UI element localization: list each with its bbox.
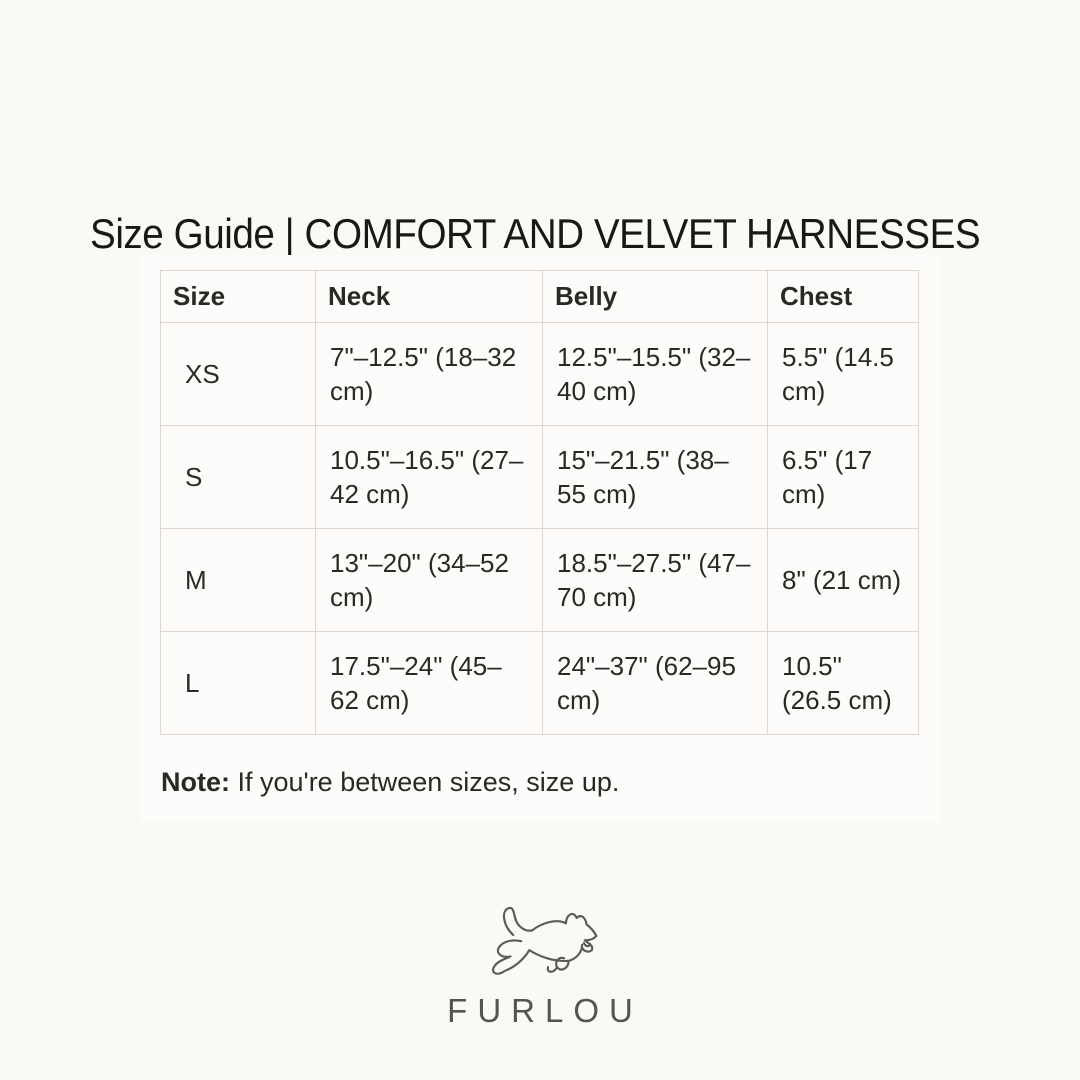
cell-size: M: [160, 528, 316, 632]
cell-chest: 10.5" (26.5 cm): [767, 631, 919, 735]
cell-neck: 13"–20" (34–52 cm): [315, 528, 543, 632]
cell-neck: 17.5"–24" (45–62 cm): [315, 631, 543, 735]
cell-belly: 24"–37" (62–95 cm): [542, 631, 768, 735]
cell-size: S: [160, 425, 316, 529]
column-header-belly: Belly: [542, 270, 768, 323]
cell-chest: 8" (21 cm): [767, 528, 919, 632]
table-row: M 13"–20" (34–52 cm) 18.5"–27.5" (47–70 cm…: [160, 528, 919, 632]
column-header-neck: Neck: [315, 270, 543, 323]
cell-belly: 15"–21.5" (38–55 cm): [542, 425, 768, 529]
note-label: Note:: [161, 767, 230, 797]
table-row: S 10.5"–16.5" (27–42 cm) 15"–21.5" (38–55 …: [160, 425, 919, 529]
table-row: L 17.5"–24" (45–62 cm) 24"–37" (62–95 cm) 1…: [160, 631, 919, 735]
table-row: XS 7"–12.5" (18–32 cm) 12.5"–15.5" (32–40 …: [160, 322, 919, 426]
cell-chest: 5.5" (14.5 cm): [767, 322, 919, 426]
brand-logo: FURLOU: [0, 898, 1080, 1030]
note: Note: If you're between sizes, size up.: [161, 767, 619, 798]
cell-size: XS: [160, 322, 316, 426]
leaping-dog-icon: [481, 898, 599, 988]
column-header-chest: Chest: [767, 270, 919, 323]
size-guide-table: Size Neck Belly Chest XS 7"–12.5" (18–32 …: [160, 270, 919, 735]
note-text: If you're between sizes, size up.: [230, 767, 620, 797]
brand-name: FURLOU: [447, 992, 643, 1029]
header-row: Size Neck Belly Chest: [160, 270, 919, 323]
cell-chest: 6.5" (17 cm): [767, 425, 919, 529]
cell-belly: 18.5"–27.5" (47–70 cm): [542, 528, 768, 632]
page-title: Size Guide | COMFORT AND VELVET HARNESSE…: [90, 210, 981, 257]
cell-neck: 10.5"–16.5" (27–42 cm): [315, 425, 543, 529]
table-body: XS 7"–12.5" (18–32 cm) 12.5"–15.5" (32–40 …: [160, 322, 919, 735]
cell-belly: 12.5"–15.5" (32–40 cm): [542, 322, 768, 426]
cell-neck: 7"–12.5" (18–32 cm): [315, 322, 543, 426]
column-header-size: Size: [160, 270, 316, 323]
cell-size: L: [160, 631, 316, 735]
